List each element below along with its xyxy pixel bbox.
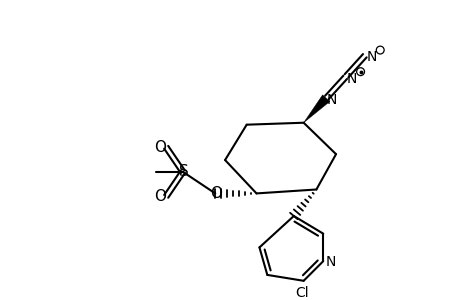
Text: N: N — [325, 255, 336, 269]
Text: O: O — [210, 186, 222, 201]
Text: O: O — [154, 189, 166, 204]
Text: O: O — [154, 140, 166, 155]
Text: S: S — [179, 164, 188, 179]
Polygon shape — [303, 95, 329, 123]
Text: N: N — [326, 93, 336, 107]
Text: Cl: Cl — [294, 286, 308, 300]
Text: N: N — [365, 50, 376, 64]
Text: N: N — [346, 71, 356, 85]
